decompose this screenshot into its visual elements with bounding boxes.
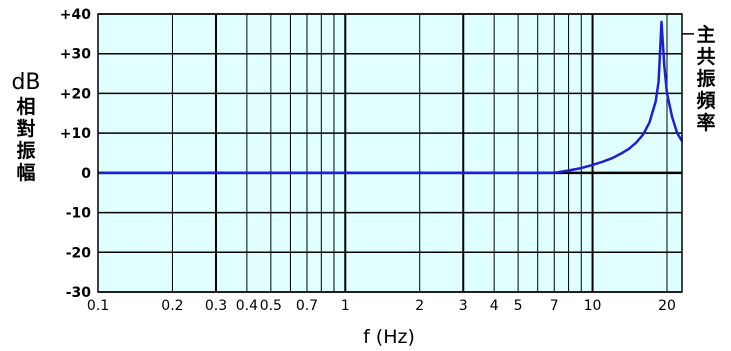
y-tick-label: +20 xyxy=(60,86,91,102)
y-tick-label: +40 xyxy=(60,7,91,23)
x-tick-label: 4 xyxy=(490,298,499,314)
x-tick-label: 0.1 xyxy=(87,298,109,314)
x-axis-label: f (Hz) xyxy=(363,326,415,348)
x-tick-label: 0.3 xyxy=(205,298,227,314)
y-tick-label: -30 xyxy=(66,285,92,301)
x-tick-label: 0.7 xyxy=(296,298,318,314)
x-tick-label: 2 xyxy=(415,298,424,314)
x-tick-label: 0.5 xyxy=(260,298,282,314)
y-tick-label: +10 xyxy=(60,126,91,142)
y-tick-label: 0 xyxy=(81,166,91,182)
plot-background xyxy=(98,14,682,292)
series-line xyxy=(98,20,684,175)
y-tick-label: +30 xyxy=(60,47,91,63)
y-tick-label: -10 xyxy=(66,206,92,222)
annotation-char: 共 xyxy=(696,46,715,68)
y-axis-label: dB xyxy=(11,70,40,95)
annotation-char: 頻 xyxy=(696,89,715,112)
x-tick-labels: 0.1 0.2 0.3 0.4 0.5 0.7 1 2 3 4 5 7 10 20 xyxy=(87,298,676,314)
x-tick-label: 0.4 xyxy=(236,298,258,314)
x-tick-label: 1 xyxy=(341,298,350,314)
plot-frame xyxy=(97,13,683,293)
x-tick-label: 7 xyxy=(550,298,559,314)
annotation-char: 率 xyxy=(696,111,715,134)
x-tick-label: 20 xyxy=(658,298,676,314)
y-sublabel-char: 幅 xyxy=(16,161,35,184)
annotation-char: 振 xyxy=(696,67,715,90)
y-sublabel-char: 相 xyxy=(16,96,35,118)
x-tick-label: 10 xyxy=(584,298,602,314)
y-tick-label: -20 xyxy=(66,245,92,261)
y-tick-labels: +40 +30 +20 +10 0 -10 -20 -30 xyxy=(60,7,91,301)
x-tick-label: 5 xyxy=(514,298,523,314)
x-tick-label: 3 xyxy=(459,298,468,314)
y-sublabel-char: 對 xyxy=(16,118,35,140)
annotation-char: 主 xyxy=(696,24,715,46)
x-tick-label: 0.2 xyxy=(161,298,183,314)
y-sublabel-char: 振 xyxy=(16,139,35,162)
